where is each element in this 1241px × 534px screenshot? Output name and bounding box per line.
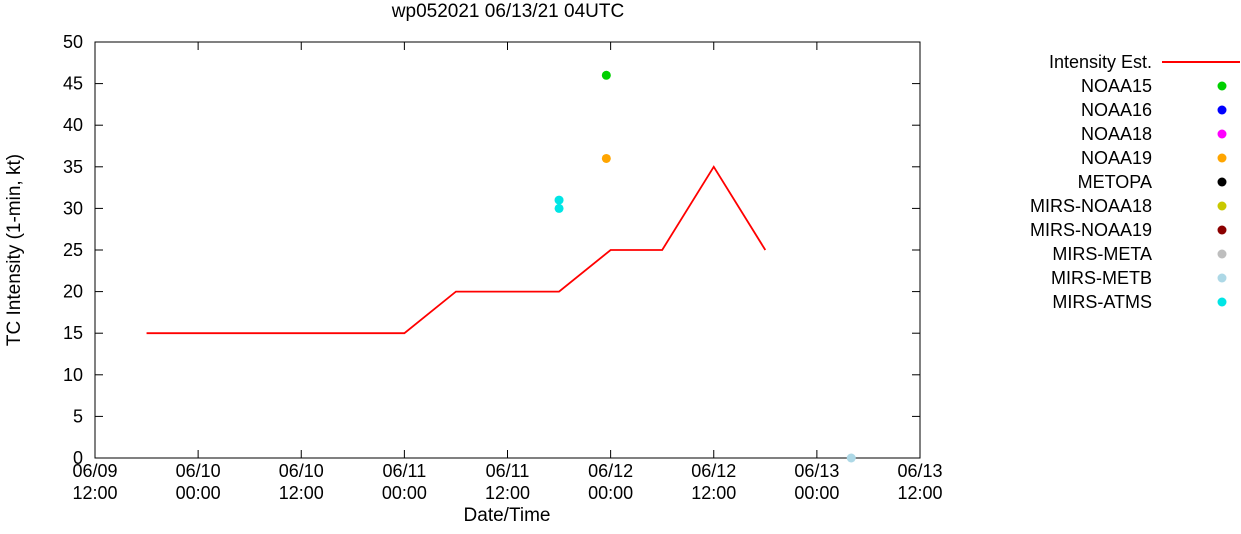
x-tick-label-date: 06/12	[691, 461, 736, 481]
data-point-mirs-atms	[554, 195, 564, 205]
data-point-mirs-metb	[846, 453, 856, 463]
data-point-noaa19	[601, 153, 611, 163]
x-tick-label-time: 12:00	[485, 483, 530, 503]
legend-dot-marker	[1217, 273, 1227, 283]
x-tick-label-date: 06/13	[897, 461, 942, 481]
y-tick-label: 25	[63, 240, 83, 260]
x-tick-label-time: 00:00	[588, 483, 633, 503]
y-tick-label: 45	[63, 74, 83, 94]
x-tick-label-date: 06/10	[279, 461, 324, 481]
legend-dot-marker	[1217, 225, 1227, 235]
y-tick-label: 40	[63, 115, 83, 135]
x-tick-label-time: 00:00	[794, 483, 839, 503]
legend-label: MIRS-NOAA18	[1030, 196, 1152, 216]
legend-dot-marker	[1217, 81, 1227, 91]
data-point-mirs-atms	[554, 203, 564, 213]
y-tick-label: 10	[63, 365, 83, 385]
legend-dot-marker	[1217, 153, 1227, 163]
legend-dot-marker	[1217, 177, 1227, 187]
legend-dot-marker	[1217, 105, 1227, 115]
series-line-intensity-est-	[146, 165, 767, 335]
legend-dot-marker	[1217, 249, 1227, 259]
chart-title: wp052021 06/13/21 04UTC	[391, 1, 624, 22]
x-tick-label-time: 12:00	[72, 483, 117, 503]
legend-label: MIRS-METB	[1051, 268, 1152, 288]
y-tick-label: 50	[63, 32, 83, 52]
x-tick-label-date: 06/10	[176, 461, 221, 481]
x-axis-label: Date/Time	[464, 505, 551, 526]
plot-area: 06/0912:0006/1000:0006/1012:0006/1100:00…	[63, 32, 943, 503]
x-tick-label-time: 12:00	[897, 483, 942, 503]
legend-dot-marker	[1217, 297, 1227, 307]
x-tick-label-date: 06/11	[383, 461, 427, 481]
x-tick-label-time: 12:00	[279, 483, 324, 503]
legend-label: NOAA19	[1081, 148, 1152, 168]
y-tick-label: 35	[63, 157, 83, 177]
legend-label: MIRS-NOAA19	[1030, 220, 1152, 240]
x-tick-label-time: 00:00	[176, 483, 221, 503]
legend: Intensity Est. NOAA15 NOAA16 NOAA18 NOAA19 ME…	[1030, 52, 1240, 312]
y-tick-label: 5	[73, 406, 83, 426]
legend-label: MIRS-ATMS	[1052, 292, 1152, 312]
data-point-noaa15	[601, 70, 611, 80]
x-tick-label-time: 00:00	[382, 483, 427, 503]
legend-label: MIRS-META	[1052, 244, 1152, 264]
y-tick-label: 20	[63, 282, 83, 302]
x-tick-label-date: 06/09	[72, 461, 117, 481]
x-tick-label-date: 06/12	[588, 461, 633, 481]
y-tick-label: 15	[63, 323, 83, 343]
y-tick-label: 0	[73, 448, 83, 468]
legend-label: NOAA16	[1081, 100, 1152, 120]
x-tick-label-time: 12:00	[691, 483, 736, 503]
legend-dot-marker	[1217, 129, 1227, 139]
y-tick-label: 30	[63, 198, 83, 218]
y-axis-label: TC Intensity (1-min, kt)	[4, 154, 25, 346]
legend-label: NOAA15	[1081, 76, 1152, 96]
x-tick-label-date: 06/11	[486, 461, 530, 481]
legend-label: Intensity Est.	[1049, 52, 1152, 72]
legend-label: METOPA	[1078, 172, 1152, 192]
legend-label: NOAA18	[1081, 124, 1152, 144]
plot-border	[94, 41, 921, 459]
legend-dot-marker	[1217, 201, 1227, 211]
x-tick-label-date: 06/13	[794, 461, 839, 481]
